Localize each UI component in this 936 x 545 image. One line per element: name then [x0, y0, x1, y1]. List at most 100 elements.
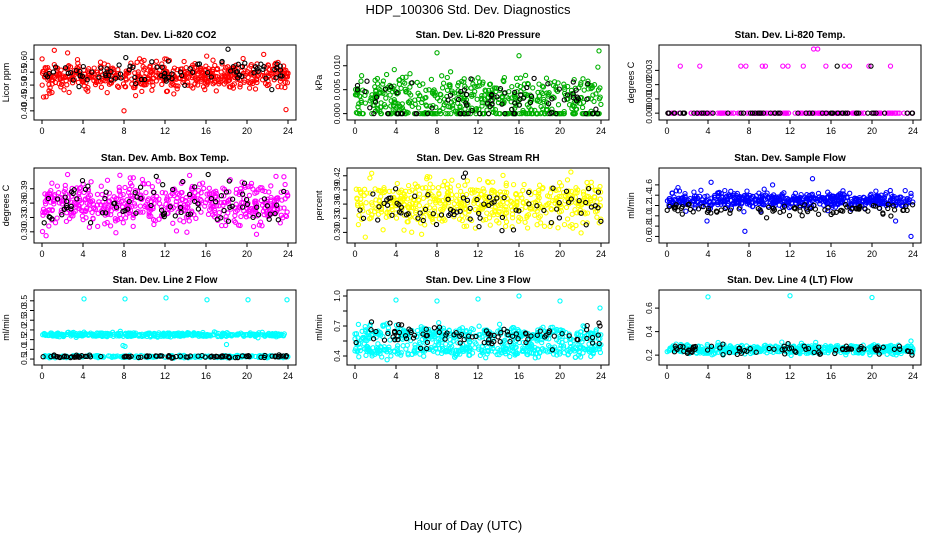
x-tick-label: 8 [121, 371, 126, 381]
data-point [202, 186, 206, 190]
data-point [171, 221, 175, 225]
data-point [144, 191, 148, 195]
data-point [487, 112, 491, 116]
data-point [392, 68, 396, 72]
data-point [405, 343, 409, 347]
data-point [283, 182, 287, 186]
panel-title: Stan. Dev. Gas Stream RH [416, 153, 539, 164]
data-points [354, 170, 603, 239]
data-point [698, 64, 702, 68]
data-point [786, 64, 790, 68]
x-tick-label: 16 [826, 126, 836, 136]
data-point [408, 72, 412, 76]
y-tick-label: 0.42 [332, 167, 342, 184]
data-points [353, 49, 603, 116]
x-tick-label: 16 [826, 249, 836, 259]
x-tick-label: 4 [80, 249, 85, 259]
x-tick-label: 24 [596, 249, 606, 259]
data-point [436, 186, 440, 190]
data-point [187, 219, 191, 223]
y-tick-label: 1.6 [644, 179, 654, 191]
data-point [82, 297, 86, 301]
data-point [284, 108, 288, 112]
data-point [465, 179, 469, 183]
data-point [124, 56, 128, 60]
data-points [353, 294, 603, 362]
data-point [420, 232, 424, 236]
data-point [239, 214, 243, 218]
data-point [205, 298, 209, 302]
data-point [99, 85, 103, 89]
data-points [40, 47, 290, 113]
data-point [582, 88, 586, 92]
data-point [89, 180, 93, 184]
data-point [510, 85, 514, 89]
x-tick-label: 12 [473, 249, 483, 259]
data-point [226, 47, 230, 51]
data-point [526, 226, 530, 230]
panel-title: Stan. Dev. Line 4 (LT) Flow [727, 275, 853, 286]
data-point [150, 60, 154, 64]
data-point [247, 193, 251, 197]
data-point [562, 223, 566, 227]
data-point [678, 64, 682, 68]
x-tick-label: 4 [80, 126, 85, 136]
data-point [376, 212, 380, 216]
data-point [532, 76, 536, 80]
data-point [124, 216, 128, 220]
x-tick-label: 20 [555, 126, 565, 136]
data-point [441, 184, 445, 188]
data-point [138, 204, 142, 208]
data-point [207, 186, 211, 190]
data-point [801, 64, 805, 68]
y-tick-label: 0.7 [332, 320, 342, 332]
data-point [762, 187, 766, 191]
data-point [450, 178, 454, 182]
y-tick-label: 0.39 [19, 180, 29, 197]
data-point [460, 213, 464, 217]
data-point [55, 184, 59, 188]
x-tick-label: 8 [434, 371, 439, 381]
data-points [40, 172, 289, 237]
data-point [589, 354, 593, 358]
x-tick-label: 12 [473, 371, 483, 381]
data-point [485, 211, 489, 215]
data-point [376, 218, 380, 222]
data-point [400, 323, 404, 327]
data-point [269, 184, 273, 188]
x-tick-label: 8 [746, 126, 751, 136]
data-point [402, 228, 406, 232]
data-point [558, 299, 562, 303]
data-point [557, 216, 561, 220]
data-point [253, 87, 257, 91]
data-points [666, 47, 915, 115]
data-point [262, 52, 266, 56]
x-tick-label: 0 [39, 126, 44, 136]
data-point [744, 64, 748, 68]
data-point [440, 74, 444, 78]
data-point [196, 207, 200, 211]
data-point [407, 184, 411, 188]
x-tick-label: 12 [160, 249, 170, 259]
data-point [194, 216, 198, 220]
data-point [441, 86, 445, 90]
data-point [64, 219, 68, 223]
x-tick-label: 8 [434, 249, 439, 259]
data-point [172, 92, 176, 96]
data-point [40, 57, 44, 61]
x-tick-label: 24 [908, 126, 918, 136]
data-point [434, 222, 438, 226]
data-point [77, 85, 81, 89]
data-point [66, 172, 70, 176]
data-point [161, 183, 165, 187]
data-point [523, 220, 527, 224]
data-points [665, 294, 915, 358]
data-point [680, 212, 684, 216]
x-tick-label: 0 [664, 126, 669, 136]
plot-frame [659, 45, 921, 120]
